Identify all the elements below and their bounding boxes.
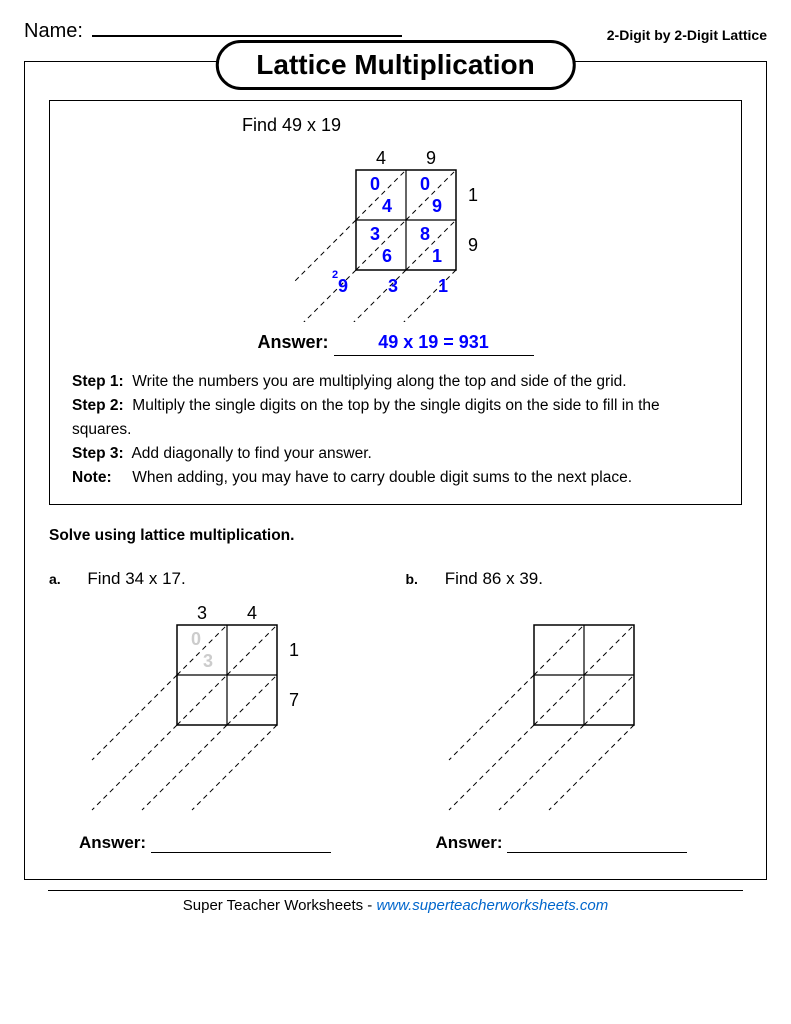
- svg-text:9: 9: [338, 276, 348, 296]
- svg-text:4: 4: [381, 196, 391, 216]
- example-answer-row: Answer: 49 x 19 = 931: [72, 332, 719, 356]
- step-row: Step 2: Multiply the single digits on th…: [72, 394, 719, 442]
- footer-url: www.superteacherworksheets.com: [376, 897, 608, 914]
- problems-row: a. Find 34 x 17. 341703 Answer: b. Find …: [25, 569, 766, 879]
- example-lattice: 4919040936819312: [72, 142, 719, 322]
- problem-b: b. Find 86 x 39. Answer:: [406, 569, 743, 853]
- problem-prompt: Find 86 x 39.: [445, 569, 543, 588]
- svg-text:4: 4: [247, 603, 257, 623]
- svg-text:3: 3: [203, 651, 213, 671]
- problem-a-answer: Answer:: [79, 833, 386, 853]
- name-input-line[interactable]: [92, 35, 402, 37]
- svg-text:9: 9: [468, 235, 478, 255]
- step-label: Step 3:: [72, 442, 128, 466]
- name-label: Name:: [24, 20, 83, 42]
- step-row: Step 1: Write the numbers you are multip…: [72, 370, 719, 394]
- step-text: Write the numbers you are multiplying al…: [128, 373, 627, 390]
- svg-text:9: 9: [425, 148, 435, 168]
- example-prompt: Find 49 x 19: [242, 115, 719, 136]
- step-label: Step 2:: [72, 394, 128, 418]
- topic-label: 2-Digit by 2-Digit Lattice: [607, 27, 767, 43]
- steps-list: Step 1: Write the numbers you are multip…: [72, 370, 719, 490]
- footer-text: Super Teacher Worksheets -: [183, 897, 377, 914]
- svg-text:4: 4: [375, 148, 385, 168]
- page-title: Lattice Multiplication: [215, 40, 575, 90]
- instruction-text: Solve using lattice multiplication.: [49, 527, 742, 545]
- answer-value: 49 x 19 = 931: [334, 332, 534, 356]
- answer-label: Answer:: [257, 332, 328, 352]
- svg-text:2: 2: [332, 269, 338, 281]
- svg-text:9: 9: [431, 196, 441, 216]
- answer-label: Answer:: [79, 833, 146, 852]
- worksheet-page: Name: 2-Digit by 2-Digit Lattice Lattice…: [0, 0, 791, 933]
- svg-text:0: 0: [420, 174, 430, 194]
- step-label: Step 1:: [72, 370, 128, 394]
- lattice-diagram-a[interactable]: 341703: [87, 597, 347, 817]
- svg-text:0: 0: [370, 174, 380, 194]
- step-row: Note: When adding, you may have to carry…: [72, 466, 719, 490]
- problem-prompt: Find 34 x 17.: [87, 569, 185, 588]
- svg-text:1: 1: [468, 185, 478, 205]
- svg-text:7: 7: [289, 690, 299, 710]
- problem-b-answer: Answer:: [436, 833, 743, 853]
- lattice-diagram-b[interactable]: [444, 597, 704, 817]
- step-text: Add diagonally to find your answer.: [128, 445, 372, 462]
- step-label: Note:: [72, 466, 128, 490]
- svg-text:1: 1: [289, 640, 299, 660]
- footer: Super Teacher Worksheets - www.superteac…: [48, 890, 743, 918]
- step-text: Multiply the single digits on the top by…: [72, 397, 660, 438]
- main-frame: Lattice Multiplication Find 49 x 19 4919…: [24, 61, 767, 880]
- lattice-diagram: 4919040936819312: [266, 142, 526, 322]
- svg-text:3: 3: [197, 603, 207, 623]
- svg-text:1: 1: [431, 246, 441, 266]
- svg-text:8: 8: [420, 224, 430, 244]
- answer-input-line[interactable]: [151, 852, 331, 853]
- step-row: Step 3: Add diagonally to find your answ…: [72, 442, 719, 466]
- problem-a: a. Find 34 x 17. 341703 Answer:: [49, 569, 386, 853]
- svg-text:0: 0: [191, 629, 201, 649]
- problem-a-head: a. Find 34 x 17.: [49, 569, 386, 589]
- example-box: Find 49 x 19 4919040936819312 Answer: 49…: [49, 100, 742, 505]
- problem-letter: a.: [49, 571, 61, 587]
- svg-text:6: 6: [381, 246, 391, 266]
- problem-letter: b.: [406, 571, 418, 587]
- answer-label: Answer:: [436, 833, 503, 852]
- svg-text:3: 3: [370, 224, 380, 244]
- answer-input-line[interactable]: [507, 852, 687, 853]
- problem-b-head: b. Find 86 x 39.: [406, 569, 743, 589]
- step-text: When adding, you may have to carry doubl…: [128, 469, 632, 486]
- svg-text:1: 1: [438, 276, 448, 296]
- svg-text:3: 3: [388, 276, 398, 296]
